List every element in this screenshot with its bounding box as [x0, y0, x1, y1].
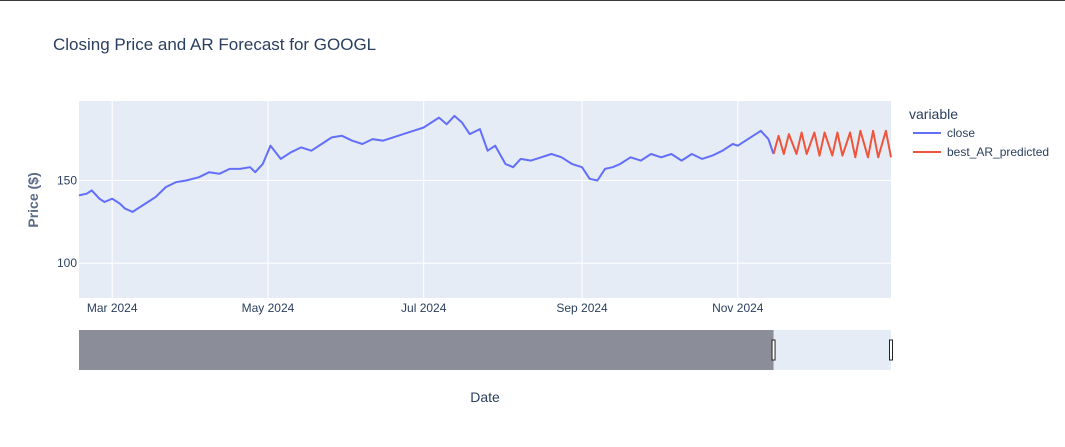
legend-label-best-ar-predicted: best_AR_predicted — [947, 145, 1049, 159]
x-tick-label: Jul 2024 — [401, 301, 447, 315]
legend-title: variable — [909, 106, 958, 122]
range-slider-handle-end[interactable] — [889, 339, 893, 361]
y-tick-label: 150 — [57, 173, 77, 187]
x-tick-label: Mar 2024 — [87, 301, 138, 315]
range-slider-handle-right[interactable] — [771, 339, 776, 361]
series-line-close[interactable] — [78, 114, 775, 213]
x-tick-label: Nov 2024 — [712, 301, 764, 315]
legend-item-close[interactable]: close — [913, 126, 975, 140]
y-tick-label: 100 — [57, 256, 77, 270]
legend-item-best-ar-predicted[interactable]: best_AR_predicted — [913, 145, 1049, 159]
chart-title: Closing Price and AR Forecast for GOOGL — [53, 35, 377, 54]
top-border — [0, 0, 1065, 1]
x-tick-label: May 2024 — [242, 301, 295, 315]
plot-area[interactable] — [79, 101, 891, 298]
series-line-best-ar-predicted[interactable] — [772, 129, 892, 159]
legend-label-close: close — [947, 126, 975, 140]
range-slider-selection[interactable] — [79, 330, 774, 370]
y-axis-title: Price ($) — [25, 172, 41, 227]
x-tick-label: Sep 2024 — [556, 301, 608, 315]
x-axis-title: Date — [470, 389, 500, 405]
